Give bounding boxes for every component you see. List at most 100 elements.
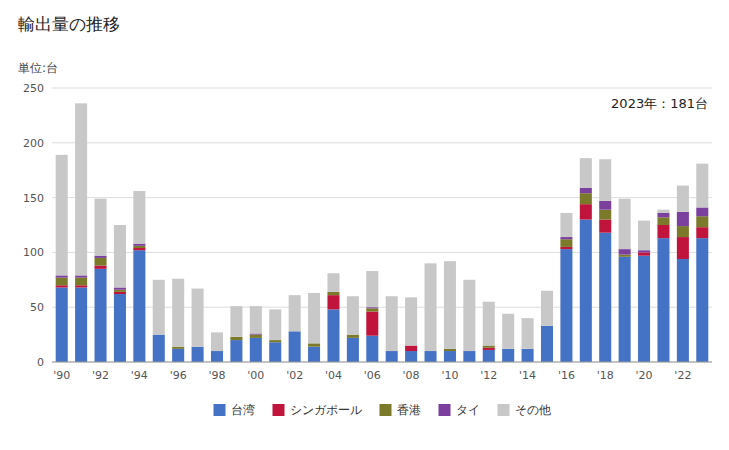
bar-segment xyxy=(522,318,534,349)
x-tick-label: '18 xyxy=(597,369,614,382)
bar-segment xyxy=(192,289,204,347)
bar-segment xyxy=(133,191,145,244)
bar-segment xyxy=(211,351,223,362)
legend-item: その他 xyxy=(498,403,551,417)
bar-segment xyxy=(580,220,592,362)
legend-item: 台湾 xyxy=(214,403,255,417)
bar-segment xyxy=(133,250,145,362)
bar-segment xyxy=(56,287,68,362)
bar-segment xyxy=(327,309,339,362)
bar-segment xyxy=(230,340,242,362)
bar-segment xyxy=(638,250,650,252)
bar-segment xyxy=(56,278,68,286)
bar-segment xyxy=(327,273,339,292)
grid-line xyxy=(52,197,712,198)
bar-segment xyxy=(696,238,708,362)
bar-segment xyxy=(250,338,262,362)
bar-segment xyxy=(560,247,572,249)
bar-segment xyxy=(95,266,107,269)
legend-item: シンガポール xyxy=(273,403,362,417)
x-tick-label: '04 xyxy=(325,369,342,382)
bar-segment xyxy=(580,158,592,188)
legend-label: タイ xyxy=(456,403,480,417)
bar-segment xyxy=(75,103,87,275)
legend-label: シンガポール xyxy=(290,403,362,417)
grid-line xyxy=(52,142,712,143)
bar-segment xyxy=(580,188,592,193)
bar-segment xyxy=(366,308,378,311)
bar-segment xyxy=(133,246,145,248)
bar-segment xyxy=(599,220,611,233)
bar-segment xyxy=(114,225,126,287)
bar-segment xyxy=(95,258,107,266)
bar-segment xyxy=(211,332,223,351)
x-tick-label: '94 xyxy=(131,369,148,382)
x-tick-label: '12 xyxy=(480,369,497,382)
grid-line xyxy=(52,362,712,363)
annotation: 2023年：181台 xyxy=(611,96,708,111)
bar-segment xyxy=(347,338,359,362)
bar-segment xyxy=(327,295,339,309)
bar-segment xyxy=(366,336,378,362)
bar-segment xyxy=(192,347,204,362)
bar-segment xyxy=(230,337,242,340)
bar-segment xyxy=(696,207,708,216)
bar-segment xyxy=(269,340,281,342)
bar-segment xyxy=(560,239,572,247)
bars xyxy=(56,103,709,362)
x-tick-label: '22 xyxy=(674,369,691,382)
x-tick-label: '08 xyxy=(403,369,420,382)
y-axis-label: 単位:台 xyxy=(18,61,58,75)
bar-segment xyxy=(366,307,378,308)
bar-segment xyxy=(580,204,592,219)
bar-segment xyxy=(599,210,611,220)
y-tick-label: 0 xyxy=(37,356,44,369)
y-tick-label: 150 xyxy=(23,192,44,205)
legend-item: 香港 xyxy=(380,403,421,417)
bar-segment xyxy=(250,306,262,333)
grid-line xyxy=(52,252,712,253)
bar-segment xyxy=(95,256,107,258)
legend-swatch xyxy=(439,404,451,416)
bar-segment xyxy=(56,155,68,276)
bar-segment xyxy=(405,297,417,345)
bar-segment xyxy=(308,293,320,343)
bar-segment xyxy=(347,296,359,334)
bar-segment xyxy=(619,249,631,254)
bar-segment xyxy=(483,350,495,362)
bar-segment xyxy=(133,248,145,250)
bar-segment xyxy=(425,351,437,362)
bar-segment xyxy=(172,279,184,347)
bar-segment xyxy=(153,335,165,362)
bar-segment xyxy=(327,292,339,295)
bar-segment xyxy=(619,257,631,362)
bar-segment xyxy=(444,351,456,362)
bar-segment xyxy=(386,351,398,362)
bar-segment xyxy=(153,280,165,335)
grid-line xyxy=(52,307,712,308)
bar-segment xyxy=(560,237,572,239)
x-tick-label: '14 xyxy=(519,369,536,382)
bar-segment xyxy=(599,233,611,362)
bar-segment xyxy=(250,335,262,338)
grid-line xyxy=(52,88,712,89)
bar-segment xyxy=(75,287,87,362)
bar-segment xyxy=(56,275,68,277)
bar-segment xyxy=(677,237,689,259)
bar-segment xyxy=(619,199,631,249)
legend-swatch xyxy=(273,404,285,416)
x-axis-line xyxy=(52,362,712,363)
bar-segment xyxy=(502,349,514,362)
legend: 台湾 シンガポール 香港 タイ その他 xyxy=(214,403,551,417)
x-tick-label: '20 xyxy=(636,369,653,382)
bar-segment xyxy=(580,193,592,204)
bar-segment xyxy=(114,287,126,289)
bar-segment xyxy=(347,335,359,338)
grid xyxy=(52,88,712,362)
bar-segment xyxy=(599,201,611,210)
bar-segment xyxy=(657,210,669,213)
bar-segment xyxy=(114,290,126,292)
x-tick-label: '16 xyxy=(558,369,575,382)
legend-swatch xyxy=(380,404,392,416)
x-tick-label: '06 xyxy=(364,369,381,382)
